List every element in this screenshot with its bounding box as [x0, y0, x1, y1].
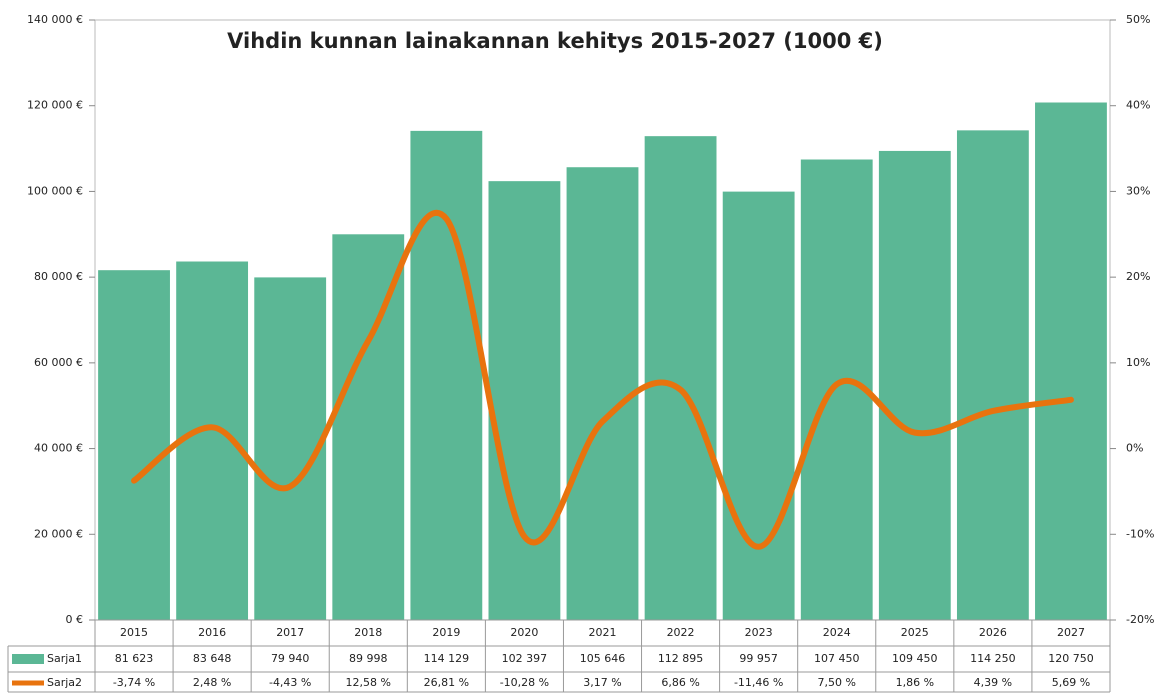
bar [176, 261, 249, 620]
y2-tick-label: 20% [1126, 270, 1150, 283]
y2-tick-label: 40% [1126, 99, 1150, 112]
y2-tick-label: 50% [1126, 13, 1150, 26]
x-tick-label: 2023 [745, 626, 773, 639]
table-value: 89 998 [349, 652, 388, 665]
table-value: 3,17 % [583, 676, 621, 689]
table-value: 26,81 % [424, 676, 469, 689]
bar [488, 181, 561, 621]
y-tick-label: 0 € [66, 613, 84, 626]
x-tick-label: 2027 [1057, 626, 1085, 639]
table-value: -11,46 % [734, 676, 783, 689]
y2-tick-label: 0% [1126, 442, 1143, 455]
legend-key [12, 654, 44, 664]
table-value: 1,86 % [896, 676, 934, 689]
table-value: 2,48 % [193, 676, 231, 689]
y-tick-label: 80 000 € [34, 270, 83, 283]
table-value: 99 957 [739, 652, 778, 665]
y2-tick-label: -10% [1126, 527, 1154, 540]
table-value: 112 895 [658, 652, 704, 665]
y2-tick-label: 10% [1126, 356, 1150, 369]
bar [644, 136, 717, 620]
bar [410, 130, 483, 620]
bar [98, 270, 170, 620]
y-tick-label: 140 000 € [27, 13, 83, 26]
table-value: 109 450 [892, 652, 938, 665]
x-tick-label: 2015 [120, 626, 148, 639]
table-value: -3,74 % [113, 676, 155, 689]
chart-title: Vihdin kunnan lainakannan kehitys 2015-2… [227, 29, 883, 53]
table-value: 7,50 % [818, 676, 856, 689]
y-tick-label: 120 000 € [27, 99, 83, 112]
y-tick-label: 100 000 € [27, 184, 83, 197]
y-tick-label: 60 000 € [34, 356, 83, 369]
x-tick-label: 2017 [276, 626, 304, 639]
bar [254, 277, 327, 620]
table-value: 81 623 [115, 652, 154, 665]
table-value: 12,58 % [346, 676, 391, 689]
bar [1035, 102, 1107, 620]
table-value: 120 750 [1048, 652, 1094, 665]
y-tick-label: 40 000 € [34, 442, 83, 455]
table-value: 6,86 % [661, 676, 699, 689]
y2-tick-label: -20% [1126, 613, 1154, 626]
bar [878, 150, 951, 620]
table-value: 83 648 [193, 652, 232, 665]
table-value: 5,69 % [1052, 676, 1090, 689]
table-value: 4,39 % [974, 676, 1012, 689]
x-tick-label: 2020 [510, 626, 538, 639]
x-tick-label: 2021 [589, 626, 617, 639]
legend-label: Sarja1 [47, 652, 82, 665]
bar [956, 130, 1029, 620]
table-value: 107 450 [814, 652, 860, 665]
x-tick-label: 2018 [354, 626, 382, 639]
table-value: 114 250 [970, 652, 1016, 665]
x-tick-label: 2016 [198, 626, 226, 639]
x-tick-label: 2022 [667, 626, 695, 639]
table-value: 79 940 [271, 652, 310, 665]
line [131, 209, 1074, 550]
bar [566, 167, 639, 620]
x-tick-label: 2026 [979, 626, 1007, 639]
table-value: -4,43 % [269, 676, 311, 689]
x-tick-label: 2019 [432, 626, 460, 639]
bar [332, 234, 405, 620]
table-value: -10,28 % [500, 676, 549, 689]
x-tick-label: 2025 [901, 626, 929, 639]
x-tick-label: 2024 [823, 626, 851, 639]
table-value: 102 397 [502, 652, 548, 665]
table-value: 114 129 [424, 652, 470, 665]
y-tick-label: 20 000 € [34, 527, 83, 540]
y2-tick-label: 30% [1126, 184, 1150, 197]
legend-label: Sarja2 [47, 676, 82, 689]
table-value: 105 646 [580, 652, 626, 665]
bar [722, 191, 795, 620]
bar [800, 159, 873, 620]
